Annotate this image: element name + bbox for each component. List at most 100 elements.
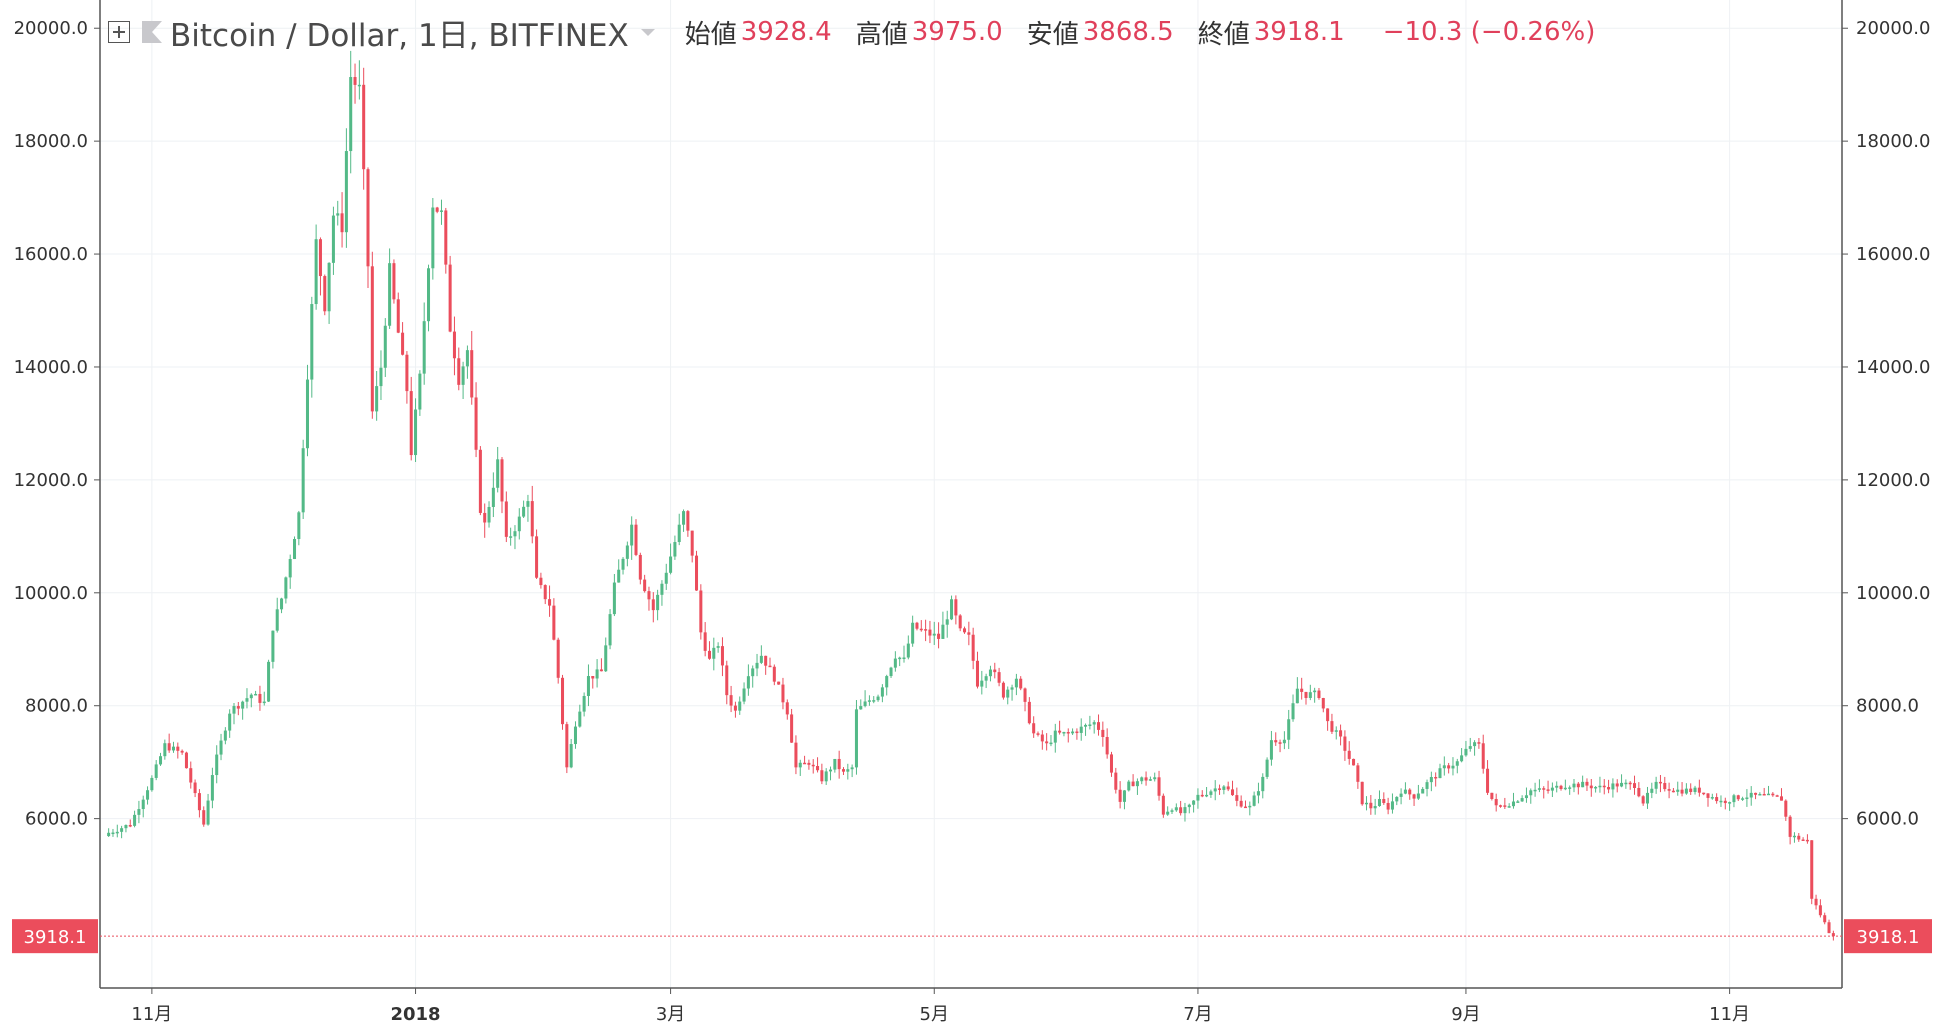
candle-body[interactable] xyxy=(1222,786,1226,790)
candle-body[interactable] xyxy=(366,169,370,267)
candle-body[interactable] xyxy=(738,701,742,711)
candle-body[interactable] xyxy=(491,487,495,507)
candle-body[interactable] xyxy=(729,695,733,706)
candle-body[interactable] xyxy=(1399,793,1403,797)
candle-body[interactable] xyxy=(522,506,526,517)
candle-body[interactable] xyxy=(656,594,660,611)
candle-body[interactable] xyxy=(781,684,785,703)
candle-body[interactable] xyxy=(673,542,677,557)
candle-body[interactable] xyxy=(1192,800,1196,805)
candle-body[interactable] xyxy=(785,702,789,715)
candle-body[interactable] xyxy=(725,665,729,696)
candle-body[interactable] xyxy=(1499,805,1503,807)
candle-body[interactable] xyxy=(941,624,945,639)
candle-body[interactable] xyxy=(1075,731,1079,734)
candle-body[interactable] xyxy=(993,669,997,673)
candle-body[interactable] xyxy=(695,555,699,591)
candle-body[interactable] xyxy=(621,558,625,570)
candle-body[interactable] xyxy=(1801,839,1805,841)
candle-body[interactable] xyxy=(340,213,344,233)
candle-body[interactable] xyxy=(513,531,517,537)
candle-body[interactable] xyxy=(1442,765,1446,769)
candle-body[interactable] xyxy=(854,709,858,768)
candle-body[interactable] xyxy=(1438,768,1442,779)
candle-body[interactable] xyxy=(223,730,227,741)
candle-body[interactable] xyxy=(197,793,201,811)
candle-body[interactable] xyxy=(958,615,962,629)
candle-body[interactable] xyxy=(1654,781,1658,789)
candle-body[interactable] xyxy=(608,614,612,646)
candle-body[interactable] xyxy=(1775,795,1779,797)
candle-body[interactable] xyxy=(660,583,664,595)
candle-body[interactable] xyxy=(1300,688,1304,692)
candle-body[interactable] xyxy=(1274,740,1278,743)
candle-body[interactable] xyxy=(474,397,478,450)
candle-body[interactable] xyxy=(1641,796,1645,804)
candle-body[interactable] xyxy=(1767,793,1771,796)
candle-body[interactable] xyxy=(893,658,897,668)
candle-body[interactable] xyxy=(1663,782,1667,790)
candle-body[interactable] xyxy=(816,766,820,771)
candle-body[interactable] xyxy=(1205,794,1209,797)
candle-body[interactable] xyxy=(137,809,141,815)
candle-body[interactable] xyxy=(1572,783,1576,788)
candle-body[interactable] xyxy=(1779,796,1783,801)
candle-body[interactable] xyxy=(470,350,474,398)
candle-body[interactable] xyxy=(1529,790,1533,796)
candle-body[interactable] xyxy=(1014,678,1018,688)
candle-body[interactable] xyxy=(1408,789,1412,795)
candle-body[interactable] xyxy=(1390,801,1394,810)
candle-body[interactable] xyxy=(1719,800,1723,803)
candle-body[interactable] xyxy=(1805,839,1809,842)
candle-body[interactable] xyxy=(1092,722,1096,725)
candle-body[interactable] xyxy=(746,676,750,689)
candle-body[interactable] xyxy=(189,768,193,783)
candle-body[interactable] xyxy=(1741,798,1745,800)
candle-body[interactable] xyxy=(1823,915,1827,923)
candle-body[interactable] xyxy=(803,762,807,765)
candle-body[interactable] xyxy=(353,77,357,85)
candle-body[interactable] xyxy=(1745,797,1749,799)
candle-body[interactable] xyxy=(1079,726,1083,733)
candle-body[interactable] xyxy=(414,409,418,456)
candle-body[interactable] xyxy=(573,726,577,745)
candle-body[interactable] xyxy=(902,657,906,660)
candle-body[interactable] xyxy=(1814,898,1818,906)
candle-body[interactable] xyxy=(1689,788,1693,792)
candle-body[interactable] xyxy=(1486,768,1490,793)
candle-body[interactable] xyxy=(115,831,119,834)
candle-body[interactable] xyxy=(716,646,720,648)
candle-body[interactable] xyxy=(690,530,694,556)
candle-body[interactable] xyxy=(820,770,824,782)
candle-body[interactable] xyxy=(1758,793,1762,796)
candle-body[interactable] xyxy=(543,585,547,600)
candle-body[interactable] xyxy=(478,449,482,513)
candle-body[interactable] xyxy=(1473,742,1477,747)
candle-body[interactable] xyxy=(846,769,850,772)
candle-body[interactable] xyxy=(1343,736,1347,751)
candle-body[interactable] xyxy=(1537,788,1541,790)
candle-body[interactable] xyxy=(720,646,724,666)
candle-body[interactable] xyxy=(141,799,145,810)
candle-body[interactable] xyxy=(150,777,154,791)
candle-body[interactable] xyxy=(1468,746,1472,749)
candle-body[interactable] xyxy=(163,743,167,757)
candle-body[interactable] xyxy=(764,655,768,666)
candle-body[interactable] xyxy=(193,782,197,794)
candle-body[interactable] xyxy=(275,609,279,631)
candle-body[interactable] xyxy=(1261,776,1265,792)
candle-body[interactable] xyxy=(1032,723,1036,734)
candle-body[interactable] xyxy=(950,599,954,620)
candle-body[interactable] xyxy=(1503,805,1507,807)
candle-body[interactable] xyxy=(1658,781,1662,784)
candle-body[interactable] xyxy=(1416,793,1420,799)
candle-body[interactable] xyxy=(1563,787,1567,790)
candle-body[interactable] xyxy=(1135,781,1139,787)
candle-body[interactable] xyxy=(1490,792,1494,799)
candle-body[interactable] xyxy=(1594,786,1598,789)
candle-body[interactable] xyxy=(448,264,452,332)
candle-body[interactable] xyxy=(1403,789,1407,794)
candle-body[interactable] xyxy=(228,713,232,731)
candle-body[interactable] xyxy=(517,516,521,532)
candle-body[interactable] xyxy=(829,769,833,772)
